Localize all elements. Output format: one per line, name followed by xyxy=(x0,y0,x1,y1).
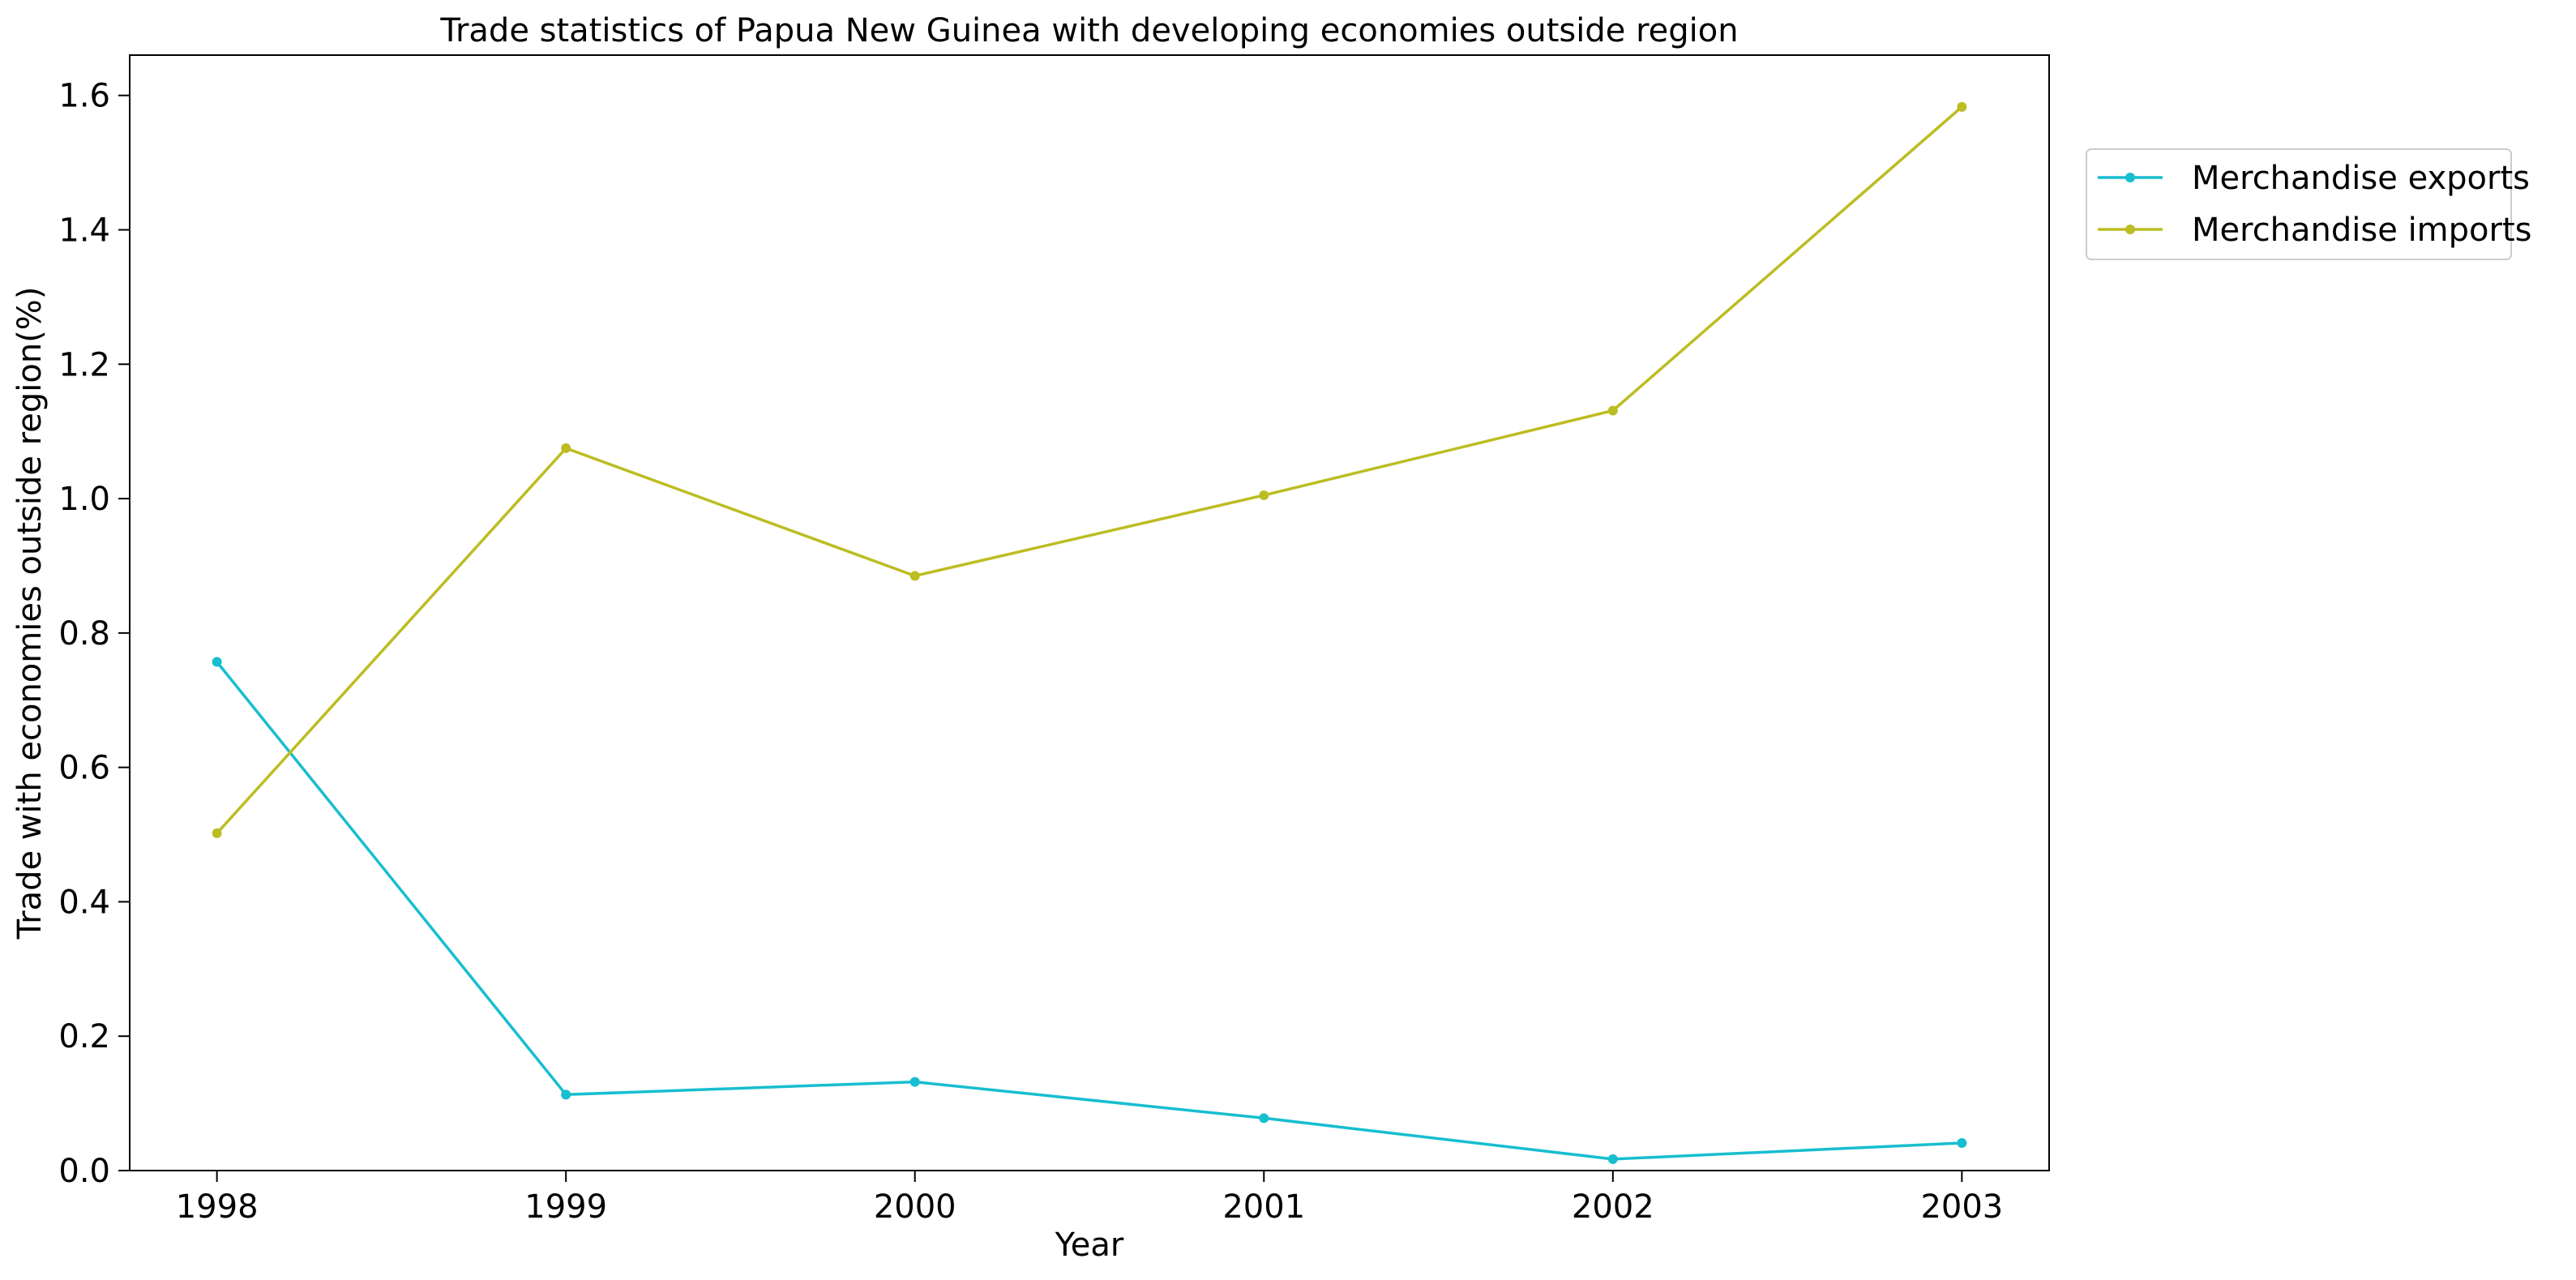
series-line-1 xyxy=(216,105,1963,835)
x-tick-label: 1999 xyxy=(524,1188,607,1226)
legend-marker xyxy=(2125,225,2135,234)
x-tick-label: 2001 xyxy=(1222,1188,1305,1226)
data-point xyxy=(1957,1138,1967,1149)
y-tick-label: 1.6 xyxy=(58,78,110,115)
y-axis-label: Trade with economies outside region(%) xyxy=(11,287,49,940)
y-tick-label: 0.0 xyxy=(58,1153,110,1190)
legend-frame xyxy=(2086,148,2512,260)
data-point xyxy=(1259,490,1269,500)
y-tick-label: 1.2 xyxy=(58,346,110,383)
x-tick-label: 2003 xyxy=(1920,1188,2003,1226)
x-tick-label: 2000 xyxy=(874,1188,956,1226)
x-axis: 1998 1999 2000 2001 2002 2003 xyxy=(176,1171,2003,1226)
data-point xyxy=(1607,1154,1618,1164)
x-axis-label: Year xyxy=(1055,1226,1124,1264)
data-point xyxy=(1259,1113,1269,1124)
data-point xyxy=(909,571,920,581)
data-point xyxy=(561,443,571,453)
data-point xyxy=(212,828,222,838)
y-tick-label: 0.2 xyxy=(58,1018,110,1055)
y-axis: 0.0 0.2 0.4 0.6 0.8 1.0 1.2 1.4 1.6 xyxy=(58,78,130,1190)
chart-title: Trade statistics of Papua New Guinea wit… xyxy=(439,12,1738,49)
y-tick-label: 0.6 xyxy=(58,750,110,787)
data-point xyxy=(1607,405,1618,416)
y-tick-label: 0.4 xyxy=(58,884,110,921)
data-point xyxy=(909,1077,920,1087)
y-tick-label: 1.0 xyxy=(58,481,110,518)
x-tick-label: 1998 xyxy=(176,1188,259,1226)
x-tick-label: 2002 xyxy=(1572,1188,1654,1226)
data-point xyxy=(1957,101,1967,112)
y-tick-label: 0.8 xyxy=(58,615,110,653)
data-point xyxy=(561,1089,571,1100)
data-point xyxy=(212,657,222,667)
series-line-0 xyxy=(216,661,1962,1161)
legend: Merchandise exports Merchandise imports xyxy=(2086,148,2531,260)
series-layer xyxy=(212,101,1967,1164)
legend-marker xyxy=(2125,173,2135,182)
legend-label: Merchandise imports xyxy=(2192,212,2531,249)
plot-frame xyxy=(129,54,2050,1171)
legend-label: Merchandise exports xyxy=(2192,160,2530,197)
y-tick-label: 1.4 xyxy=(58,212,110,250)
